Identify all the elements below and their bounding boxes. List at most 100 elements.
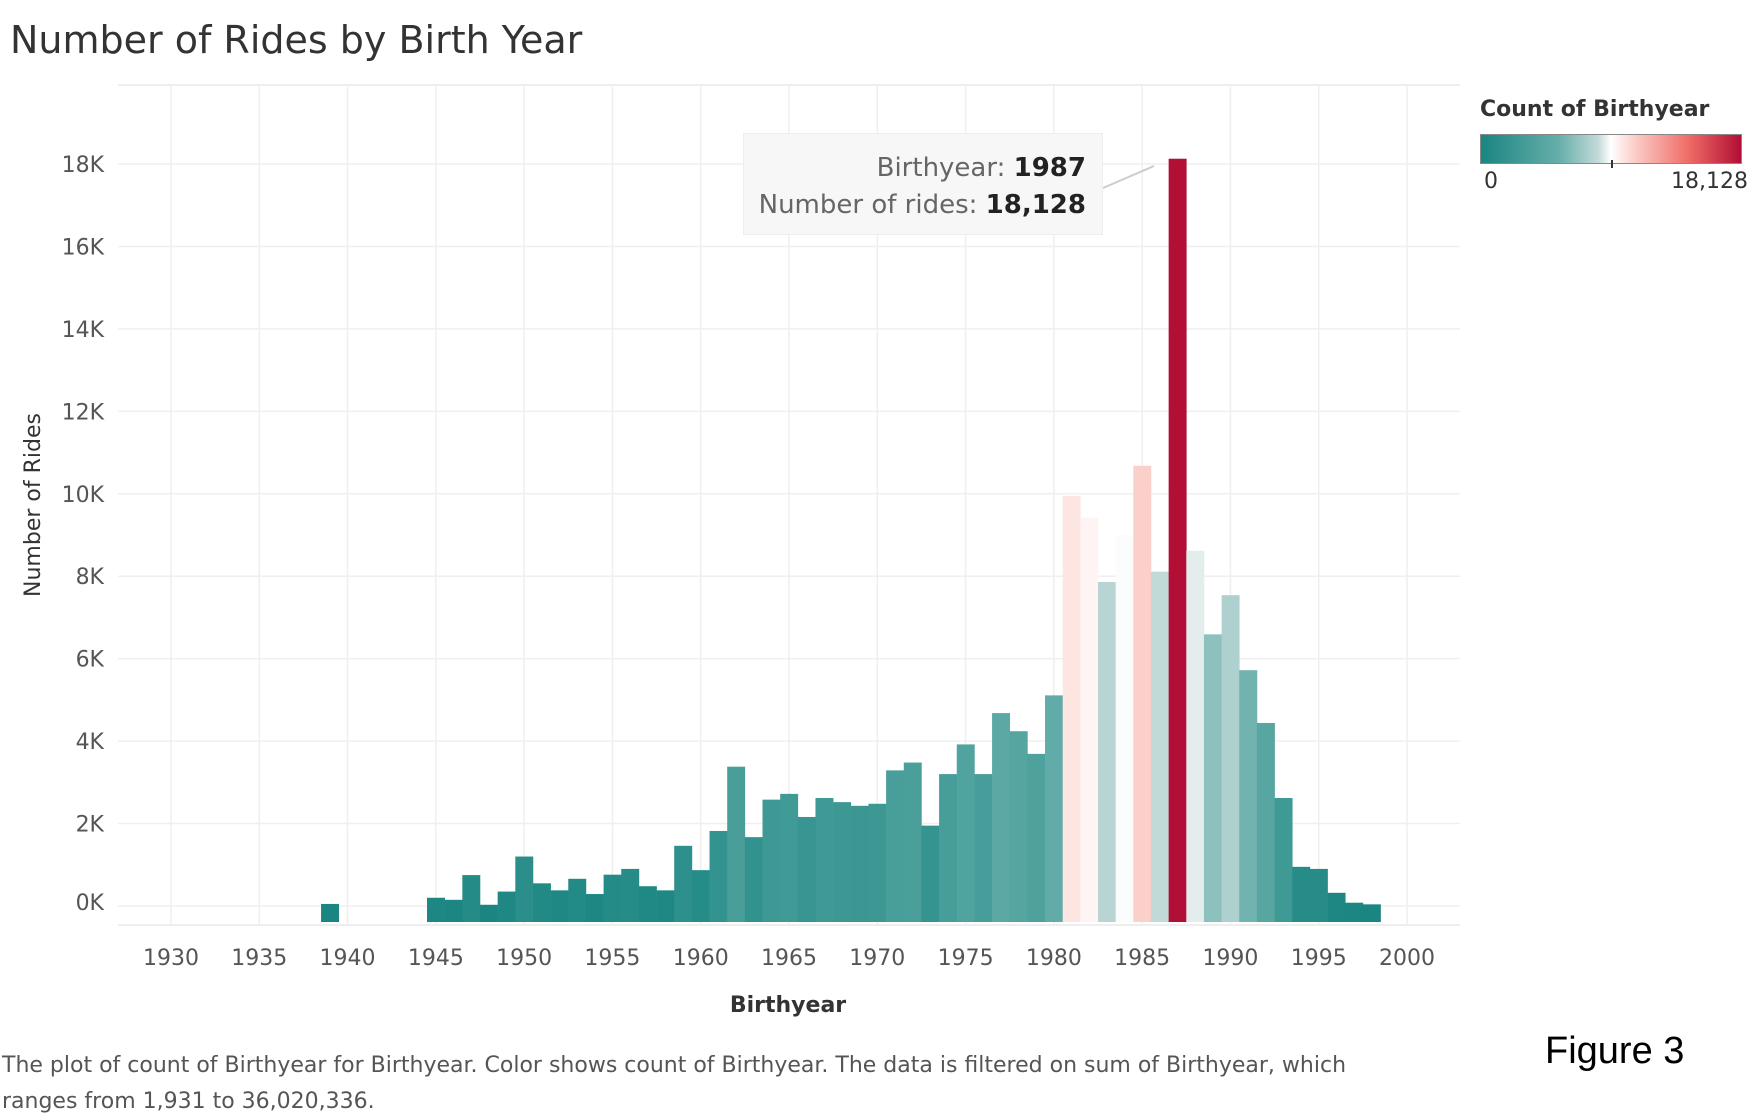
bar-1978[interactable] bbox=[1009, 731, 1028, 922]
bar-1989[interactable] bbox=[1203, 634, 1222, 922]
y-tick-label: 8K bbox=[76, 565, 105, 590]
bar-1988[interactable] bbox=[1186, 550, 1205, 922]
bar-1987[interactable] bbox=[1168, 158, 1187, 922]
tooltip-value-birthyear: 1987 bbox=[1013, 153, 1086, 183]
bar-1986[interactable] bbox=[1150, 571, 1169, 922]
legend-color-ramp bbox=[1480, 134, 1742, 168]
bar-1972[interactable] bbox=[903, 762, 922, 922]
bar-1990[interactable] bbox=[1221, 595, 1240, 922]
bar-1960[interactable] bbox=[691, 870, 710, 922]
bar-1939[interactable] bbox=[321, 903, 340, 922]
bar-1963[interactable] bbox=[744, 837, 763, 922]
bar-1985[interactable] bbox=[1133, 465, 1152, 922]
y-tick-label: 6K bbox=[76, 648, 105, 673]
x-tick-label: 1975 bbox=[938, 946, 994, 971]
bar-1950[interactable] bbox=[515, 856, 534, 922]
bar-1967[interactable] bbox=[815, 797, 834, 922]
bar-1977[interactable] bbox=[992, 713, 1011, 922]
bar-1991[interactable] bbox=[1239, 670, 1258, 922]
bar-1957[interactable] bbox=[638, 886, 657, 922]
bar-1994[interactable] bbox=[1292, 866, 1311, 922]
bar-1959[interactable] bbox=[674, 845, 693, 922]
figure-caption: The plot of count of Birthyear for Birth… bbox=[2, 1053, 1347, 1114]
y-tick-label: 0K bbox=[76, 891, 105, 916]
bar-1945[interactable] bbox=[427, 897, 445, 922]
legend-max-label: 18,128 bbox=[1671, 169, 1748, 194]
bar-1973[interactable] bbox=[921, 825, 940, 922]
x-tick-label: 1950 bbox=[496, 946, 552, 971]
bar-1956[interactable] bbox=[621, 868, 640, 922]
legend-min-label: 0 bbox=[1484, 169, 1498, 194]
tooltip: Birthyear: 1987 Number of rides: 18,128 bbox=[743, 133, 1103, 235]
bar-1981[interactable] bbox=[1062, 495, 1081, 922]
bar-1958[interactable] bbox=[656, 890, 675, 922]
bar-1976[interactable] bbox=[974, 774, 993, 922]
bar-1993[interactable] bbox=[1274, 797, 1293, 922]
x-tick-label: 2000 bbox=[1379, 946, 1435, 971]
x-tick-label: 1940 bbox=[320, 946, 376, 971]
y-tick-label: 18K bbox=[62, 153, 105, 178]
x-tick-label: 1930 bbox=[143, 946, 199, 971]
bar-1984[interactable] bbox=[1115, 535, 1134, 922]
y-tick-label: 4K bbox=[76, 730, 105, 755]
bar-1968[interactable] bbox=[833, 802, 852, 922]
bar-1951[interactable] bbox=[532, 883, 551, 922]
bar-1955[interactable] bbox=[603, 874, 622, 922]
y-tick-label: 16K bbox=[62, 235, 105, 260]
y-tick-label: 10K bbox=[62, 483, 105, 508]
color-legend: Count of Birthyear 0 18,128 bbox=[1480, 97, 1748, 194]
bar-1975[interactable] bbox=[956, 744, 975, 922]
bar-1946[interactable] bbox=[444, 899, 463, 922]
bar-1996[interactable] bbox=[1327, 892, 1346, 922]
chart-title: Number of Rides by Birth Year bbox=[10, 18, 583, 62]
y-tick-label: 14K bbox=[62, 318, 105, 343]
y-tick-label: 12K bbox=[62, 400, 105, 425]
bar-1983[interactable] bbox=[1098, 581, 1116, 922]
tooltip-value-rides: 18,128 bbox=[985, 190, 1086, 220]
bar-1964[interactable] bbox=[762, 799, 781, 922]
x-tick-label: 1985 bbox=[1114, 946, 1170, 971]
legend-mid-tick bbox=[1611, 160, 1613, 168]
y-tick-label: 2K bbox=[76, 813, 105, 838]
bar-1954[interactable] bbox=[585, 894, 604, 922]
tooltip-leader-line bbox=[1102, 165, 1155, 189]
bar-1995[interactable] bbox=[1309, 868, 1328, 922]
bar-1965[interactable] bbox=[780, 793, 799, 922]
x-tick-label: 1970 bbox=[849, 946, 905, 971]
tooltip-label-birthyear: Birthyear: bbox=[876, 153, 1006, 183]
bars bbox=[321, 158, 1381, 922]
bar-1970[interactable] bbox=[868, 803, 887, 922]
x-tick-label: 1965 bbox=[761, 946, 817, 971]
bar-1947[interactable] bbox=[462, 875, 481, 922]
bar-1992[interactable] bbox=[1256, 722, 1275, 922]
y-tick-labels: 0K 2K 4K 6K 8K 10K 12K 14K 16K 18K bbox=[62, 153, 105, 916]
bar-1962[interactable] bbox=[727, 766, 746, 922]
bar-1979[interactable] bbox=[1027, 753, 1046, 922]
x-tick-label: 1995 bbox=[1291, 946, 1347, 971]
x-axis-title: Birthyear bbox=[730, 993, 846, 1018]
legend-title: Count of Birthyear bbox=[1480, 97, 1710, 122]
bar-1980[interactable] bbox=[1045, 695, 1063, 922]
x-tick-label: 1960 bbox=[673, 946, 729, 971]
bar-1961[interactable] bbox=[709, 830, 728, 922]
y-axis-title: Number of Rides bbox=[21, 413, 46, 597]
bar-1971[interactable] bbox=[886, 770, 905, 922]
x-tick-label: 1990 bbox=[1202, 946, 1258, 971]
x-tick-label: 1935 bbox=[231, 946, 287, 971]
bar-1974[interactable] bbox=[939, 774, 958, 922]
bar-1998[interactable] bbox=[1362, 904, 1381, 922]
x-tick-labels: 1930 1935 1940 1945 1950 1955 1960 1965 1970 1975… bbox=[143, 946, 1435, 971]
bar-1997[interactable] bbox=[1345, 902, 1364, 922]
bar-1969[interactable] bbox=[850, 805, 869, 922]
bar-1948[interactable] bbox=[479, 904, 498, 922]
bar-1953[interactable] bbox=[568, 878, 587, 922]
tooltip-label-rides: Number of rides: bbox=[758, 190, 978, 220]
figure-label: Figure 3 bbox=[1545, 1030, 1685, 1072]
bar-1982[interactable] bbox=[1080, 517, 1099, 922]
x-tick-label: 1945 bbox=[408, 946, 464, 971]
x-tick-label: 1980 bbox=[1026, 946, 1082, 971]
bar-1952[interactable] bbox=[550, 890, 569, 922]
bar-1966[interactable] bbox=[797, 816, 816, 922]
bar-1949[interactable] bbox=[497, 891, 516, 922]
